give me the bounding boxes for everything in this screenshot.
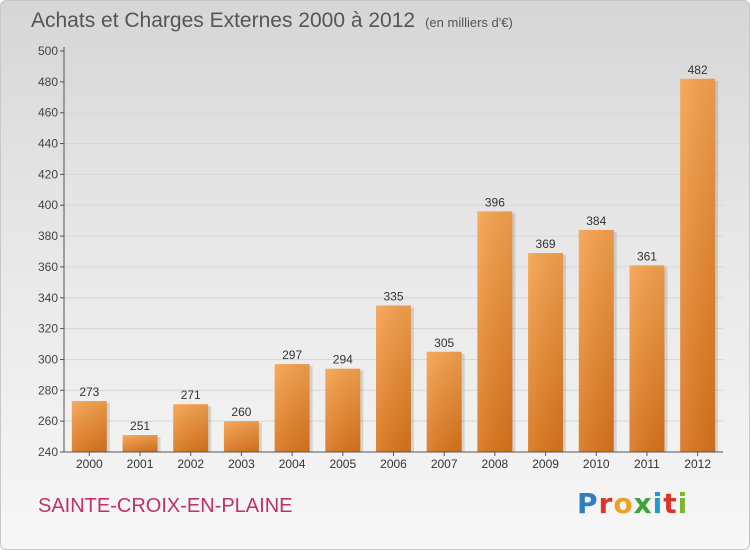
bar-highlight (376, 305, 411, 452)
x-tick-label: 2006 (380, 457, 407, 471)
data-label: 482 (688, 63, 708, 77)
logo-letter: P (577, 487, 599, 520)
x-tick-label: 2002 (177, 457, 204, 471)
x-tick-label: 2009 (532, 457, 559, 471)
bar-highlight (173, 404, 209, 452)
commune-name: SAINTE-CROIX-EN-PLAINE (38, 495, 293, 517)
y-tick-label: 440 (38, 137, 58, 151)
bar-highlight (680, 78, 716, 452)
y-tick-label: 300 (38, 352, 58, 366)
chart-subtitle: (en milliers d'€) (425, 15, 513, 30)
logo-letter: i (652, 487, 664, 520)
data-label: 384 (586, 214, 606, 228)
x-tick-label: 2010 (583, 457, 610, 471)
x-tick-label: 2005 (329, 457, 356, 471)
data-label: 294 (333, 353, 353, 367)
data-label: 361 (637, 249, 657, 263)
y-tick-label: 480 (38, 75, 58, 89)
y-tick-label: 460 (38, 106, 58, 120)
y-tick-label: 400 (38, 198, 58, 212)
logo-letter: o (613, 487, 634, 520)
bars (71, 78, 719, 452)
proxiti-logo: Proxiti (577, 487, 688, 520)
bar-highlight (578, 229, 614, 452)
y-tick-label: 260 (38, 414, 58, 428)
x-tick-label: 2007 (431, 457, 458, 471)
y-tick-label: 420 (38, 167, 58, 181)
chart-title-text: Achats et Charges Externes 2000 à 2012 (31, 9, 416, 32)
x-tick-label: 2012 (684, 457, 711, 471)
logo-letter: r (598, 487, 614, 520)
y-tick-label: 340 (38, 291, 58, 305)
y-tick-label: 360 (38, 260, 58, 274)
y-tick-label: 320 (38, 322, 58, 336)
labels: 240 260 280 300 320 340 360 380 400 420 440 460 480 5… (38, 44, 711, 471)
x-tick-label: 2011 (634, 457, 660, 471)
data-label: 251 (130, 419, 150, 433)
bar-highlight (325, 368, 361, 452)
bar-highlight (71, 401, 107, 452)
data-label: 260 (231, 405, 251, 419)
logo-letter: i (677, 487, 689, 520)
y-tick-label: 380 (38, 229, 58, 243)
y-tick-label: 500 (38, 44, 58, 58)
x-tick-label: 2001 (127, 457, 154, 471)
y-tick-label: 280 (38, 383, 58, 397)
bar-highlight (223, 421, 259, 452)
bar-highlight (274, 364, 310, 452)
data-label: 335 (383, 289, 403, 303)
logo-letter: x (633, 487, 653, 520)
data-label: 396 (485, 195, 505, 209)
bar-highlight (629, 265, 665, 452)
data-label: 271 (181, 388, 201, 402)
logo-letter: t (663, 487, 678, 520)
bar-highlight (426, 351, 462, 452)
data-label: 369 (536, 237, 556, 251)
x-tick-label: 2008 (482, 457, 509, 471)
data-label: 305 (434, 336, 454, 350)
data-label: 273 (79, 385, 99, 399)
x-tick-label: 2004 (279, 457, 306, 471)
bar-highlight (528, 253, 564, 452)
bar-highlight (477, 211, 513, 452)
data-label: 297 (282, 348, 302, 362)
x-tick-label: 2003 (228, 457, 255, 471)
bar-highlight (122, 435, 158, 452)
chart-title: Achats et Charges Externes 2000 à 2012 (e… (31, 9, 513, 33)
axes (60, 47, 723, 456)
y-tick-label: 240 (38, 445, 58, 459)
x-tick-label: 2000 (76, 457, 103, 471)
